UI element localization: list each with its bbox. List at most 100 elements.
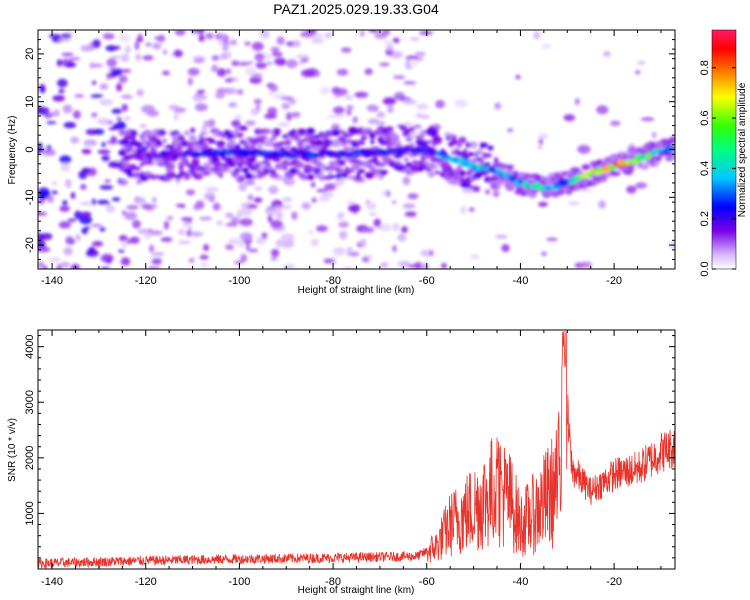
heatmap-cell [217,39,223,46]
heatmap-cell [283,164,288,171]
heatmap-cell [444,132,453,137]
heatmap-cell [130,130,137,137]
heatmap-cell [205,32,214,40]
heatmap-cell [255,128,265,134]
heatmap-cell [212,202,221,211]
heatmap-cell [268,185,279,195]
heatmap-cell [424,140,433,144]
heatmap-cell [100,253,114,263]
snr-series-line [38,331,675,569]
heatmap-cell [118,152,127,156]
heatmap-cell [457,164,462,170]
heatmap-cell [468,207,475,213]
heatmap-cell [134,41,140,51]
heatmap-cell [245,120,256,126]
heatmap-cell [226,68,232,75]
heatmap-cell [61,33,72,39]
heatmap-cell [106,58,117,68]
heatmap-cell [301,202,311,210]
heatmap-cell [285,146,291,150]
heatmap-cell [493,157,499,164]
heatmap-cell [118,75,128,84]
heatmap-cell [230,216,240,225]
heatmap-cell [233,260,243,265]
heatmap-cell [79,201,93,206]
colorbar-tick-label: 0.4 [699,161,711,176]
colorbar-gradient [711,29,737,270]
heatmap-cell [656,155,662,162]
heatmap-cell [269,84,279,92]
heatmap-cell [373,218,382,228]
heatmap-cell [343,156,352,161]
heatmap-cell [211,64,219,73]
heatmap-cell [51,190,58,195]
heatmap-cell [332,164,339,168]
heatmap-cell [120,53,130,63]
heatmap-cell [306,174,315,181]
heatmap-cell [329,175,337,179]
heatmap-cell [283,239,295,248]
heatmap-cell [281,96,294,101]
heatmap-cell [483,153,493,158]
heatmap-cell [574,98,580,106]
heatmap-cell [237,210,242,219]
heatmap-cell [316,168,322,173]
heatmap-cell [162,49,168,55]
heatmap-cell [165,144,175,149]
heatmap-cell [460,205,467,214]
heatmap-cell [132,219,141,229]
heatmap-cell [245,243,251,251]
heatmap-cell [384,159,389,165]
heatmap-cell [577,144,591,154]
heatmap-cell [70,192,76,199]
heatmap-cell [119,235,128,242]
heatmap-cell [169,172,176,179]
heatmap-cell [59,155,72,164]
heatmap-cell [481,142,488,148]
y-tick-label: 1000 [24,501,36,525]
heatmap-cell [93,128,105,135]
heatmap-cell [271,199,283,209]
heatmap-cell [456,142,463,148]
heatmap-cell [408,143,415,148]
heatmap-cell [392,37,400,44]
heatmap-cell [452,174,461,180]
heatmap-cell [99,185,114,190]
heatmap-cell [91,198,96,206]
heatmap-cell [341,131,348,135]
heatmap-cell [353,176,364,182]
heatmap-cell [227,160,237,168]
heatmap-cell [136,38,144,42]
heatmap-cell [386,142,393,148]
heatmap-cell [195,200,205,210]
heatmap-cell [538,201,548,207]
heatmap-cell [147,228,153,234]
heatmap-ridge-cell [568,180,578,184]
heatmap-cell [443,166,453,171]
heatmap-cell [399,165,408,169]
heatmap-cell [435,99,445,109]
heatmap-cell [227,145,236,150]
heatmap-cell [472,186,480,193]
heatmap-cell [414,261,423,269]
heatmap-cell [38,246,51,253]
heatmap-cell [293,39,301,48]
heatmap-cell [286,112,292,121]
heatmap-cell [74,210,82,220]
x-tick-label: -80 [325,576,341,588]
heatmap-cell [152,42,162,50]
heatmap-cell [635,182,647,189]
heatmap-cell [215,92,225,99]
heatmap-cell [238,125,248,131]
heatmap-cell [189,169,196,176]
heatmap-cell [127,172,135,178]
heatmap-cell [116,117,122,121]
heatmap-ridge-cell [634,158,642,163]
heatmap-cell [318,196,330,202]
heatmap-ridge-cell [414,149,420,155]
heatmap-cell [368,212,377,216]
heatmap-cell [104,179,111,183]
heatmap-cell [344,95,354,100]
y-tick-label: -10 [24,189,36,205]
heatmap-cell [330,139,342,148]
